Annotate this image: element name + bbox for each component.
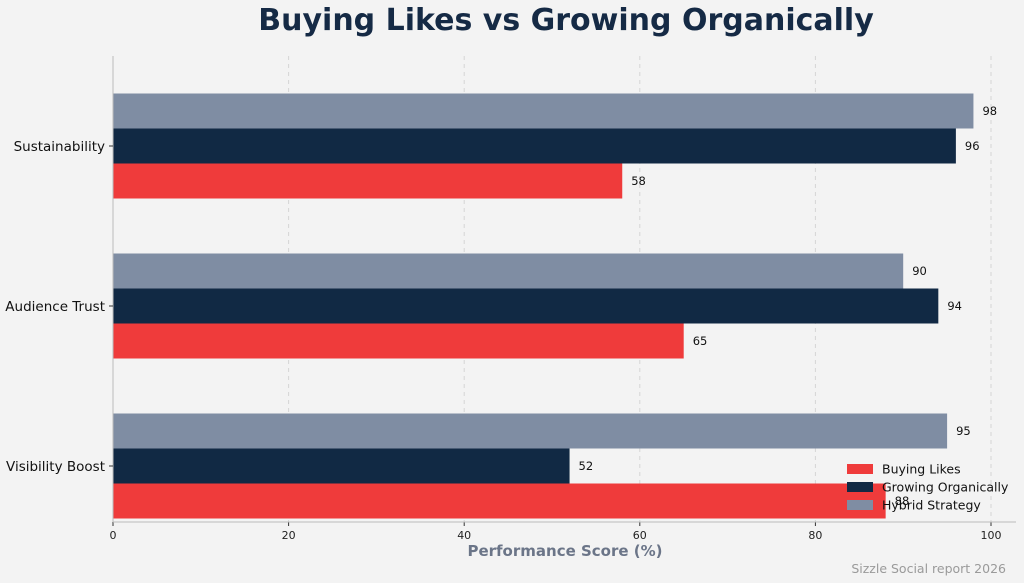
axes: 0 20 40 60 80 100 Visibility Boost Audience Tru…	[5, 56, 1016, 542]
x-tick-label: 20	[282, 529, 296, 542]
bar	[113, 93, 974, 129]
bar	[113, 253, 904, 289]
legend-swatch	[847, 464, 873, 474]
x-tick-label: 0	[110, 529, 117, 542]
y-tick-label: Sustainability	[14, 139, 105, 155]
data-label: 88	[895, 494, 910, 508]
bar	[113, 323, 684, 359]
legend: Buying Likes Growing Organically Hybrid St…	[847, 462, 1009, 513]
footer-note: Sizzle Social report 2026	[851, 561, 1006, 576]
legend-label: Hybrid Strategy	[882, 498, 981, 513]
data-label: 65	[693, 334, 708, 348]
data-label: 95	[956, 424, 971, 438]
legend-swatch	[847, 482, 873, 492]
x-tick-label: 100	[981, 529, 1002, 542]
bar	[113, 288, 939, 324]
legend-label: Buying Likes	[882, 462, 961, 477]
bar	[113, 448, 570, 484]
legend-swatch	[847, 500, 873, 510]
x-tick-label: 60	[633, 529, 647, 542]
data-label: 96	[965, 139, 980, 153]
data-labels: 95 52 88 90 94 65 98 96 58	[579, 104, 998, 508]
data-label: 90	[912, 264, 927, 278]
bar	[113, 413, 948, 449]
data-label: 52	[579, 459, 594, 473]
bar	[113, 483, 886, 519]
data-label: 58	[631, 174, 646, 188]
legend-label: Growing Organically	[882, 480, 1009, 495]
data-label: 98	[982, 104, 997, 118]
y-tick-label: Audience Trust	[5, 299, 105, 315]
bars	[113, 93, 974, 519]
y-tick-label: Visibility Boost	[6, 459, 105, 475]
data-label: 94	[947, 299, 962, 313]
x-tick-label: 80	[808, 529, 822, 542]
bar	[113, 128, 956, 164]
x-tick-label: 40	[457, 529, 471, 542]
x-axis-label: Performance Score (%)	[467, 542, 662, 560]
bar	[113, 163, 623, 199]
chart-title: Buying Likes vs Growing Organically	[258, 3, 874, 38]
